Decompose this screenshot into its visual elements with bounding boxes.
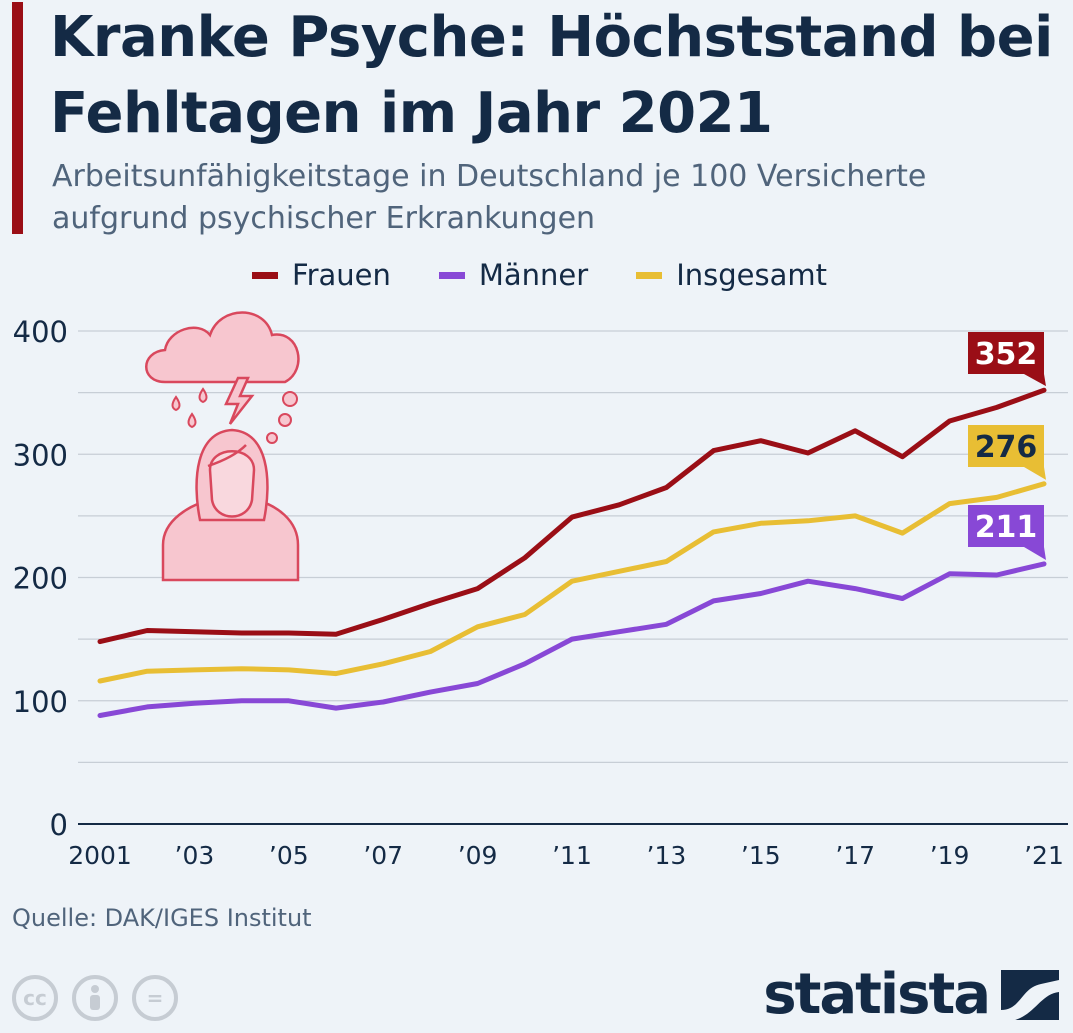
accent-bar <box>12 2 23 234</box>
legend-item-insgesamt: Insgesamt <box>636 258 827 292</box>
x-tick-label: ’03 <box>175 841 215 870</box>
end-labels: 352 276 211 <box>968 332 1046 560</box>
y-tick-label: 100 <box>13 685 68 719</box>
legend: Frauen Männer Insgesamt <box>252 258 875 292</box>
legend-swatch-frauen <box>252 271 278 279</box>
end-label-box <box>968 425 1046 480</box>
end-label-box <box>968 332 1046 387</box>
statista-logo-text: statista <box>763 962 991 1027</box>
line-chart: 0 100 200 300 400 2001 ’03 ’05 ’07 ’09 ’11 ’13 ’15 ’1… <box>13 311 1068 870</box>
legend-swatch-maenner <box>438 271 465 279</box>
legend-label-insgesamt: Insgesamt <box>676 258 827 292</box>
series-line-insgesamt <box>97 481 1047 684</box>
x-tick-label: ’05 <box>269 841 309 870</box>
end-label-insgesamt: 276 <box>968 425 1046 480</box>
legend-item-maenner: Männer <box>438 258 589 292</box>
legend-item-frauen: Frauen <box>252 258 391 292</box>
end-label-value: 352 <box>975 337 1038 372</box>
x-tick-label: ’11 <box>552 841 592 870</box>
x-tick-label: ’21 <box>1024 841 1064 870</box>
x-tick-label: ’17 <box>835 841 875 870</box>
x-tick-label: ’09 <box>458 841 498 870</box>
y-tick-label: 0 <box>50 808 68 842</box>
sad-woman-cloud-icon <box>145 311 300 582</box>
end-label-value: 276 <box>975 430 1038 465</box>
chart-title: Kranke Psyche: Höchststand bei Fehltagen… <box>50 5 1053 146</box>
creative-commons-icon[interactable]: cc <box>12 975 58 1021</box>
y-tick-label: 300 <box>13 438 68 472</box>
y-tick-label: 400 <box>13 315 68 349</box>
series-line-frauen <box>97 387 1047 645</box>
x-tick-label: ’07 <box>363 841 403 870</box>
axes: 0 100 200 300 400 2001 ’03 ’05 ’07 ’09 ’11 ’13 ’15 ’1… <box>13 315 1064 870</box>
series-lines <box>97 387 1047 718</box>
attribution-icon[interactable] <box>72 975 118 1021</box>
no-derivatives-icon[interactable]: = <box>132 975 178 1021</box>
legend-label-maenner: Männer <box>478 258 589 292</box>
statista-logo-icon <box>1001 969 1059 1020</box>
x-tick-label: ’13 <box>647 841 687 870</box>
x-tick-label: ’15 <box>741 841 781 870</box>
series-line-männer <box>97 561 1047 718</box>
end-label-männer: 211 <box>968 505 1046 560</box>
legend-swatch-insgesamt <box>636 271 663 279</box>
chart-subtitle: Arbeitsunfähigkeitstage in Deutschland j… <box>52 159 927 236</box>
statista-logo[interactable]: statista <box>763 962 1059 1027</box>
end-label-box <box>968 505 1046 560</box>
source-note: Quelle: DAK/IGES Institut <box>12 904 312 932</box>
legend-label-frauen: Frauen <box>292 258 391 292</box>
end-label-value: 211 <box>975 510 1038 545</box>
end-label-frauen: 352 <box>968 332 1046 387</box>
x-tick-label: ’19 <box>930 841 970 870</box>
y-tick-label: 200 <box>13 562 68 596</box>
license-icons: cc = <box>12 975 192 1021</box>
x-tick-label: 2001 <box>68 841 132 870</box>
